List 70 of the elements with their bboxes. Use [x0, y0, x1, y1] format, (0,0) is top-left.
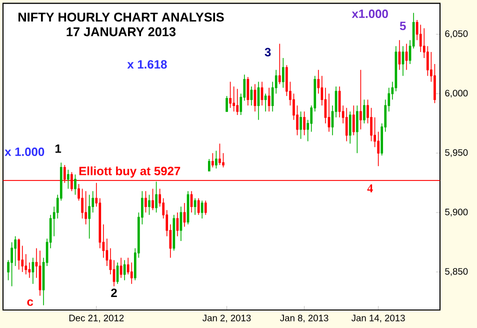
candlestick	[172, 214, 176, 251]
y-tick-label: 5,900	[445, 208, 468, 216]
candlestick	[200, 200, 204, 219]
candlestick	[32, 257, 34, 284]
candlestick	[226, 96, 228, 112]
candlestick	[176, 212, 179, 237]
candlestick	[257, 81, 260, 120]
annotation: 5	[400, 22, 406, 30]
candlestick	[18, 238, 20, 270]
annotation: 4	[367, 184, 373, 192]
candlestick	[402, 46, 404, 76]
candlestick	[148, 194, 150, 216]
candlestick	[155, 181, 158, 213]
candlestick	[250, 86, 253, 106]
candlestick	[345, 108, 348, 142]
candlestick	[236, 88, 239, 116]
candlestick	[120, 257, 122, 278]
candlestick	[144, 190, 147, 213]
candlestick	[356, 105, 358, 154]
candlestick	[405, 43, 408, 70]
candlestick	[88, 194, 91, 240]
candlestick	[123, 260, 126, 281]
candlestick	[363, 99, 366, 124]
text: NIFTY HOURLY CHART ANALYSIS	[18, 12, 224, 22]
x-tick-label: Jan 14, 2013	[351, 314, 405, 322]
candlestick	[152, 188, 154, 211]
candlestick	[282, 58, 284, 88]
annotation: x 1.000	[4, 148, 44, 156]
y-tick-label: 5,850	[445, 268, 468, 276]
x-tick-label: Jan 2, 2013	[202, 314, 251, 322]
y-tick-label: 6,000	[445, 90, 468, 98]
candlestick	[398, 40, 401, 70]
candlestick	[194, 198, 196, 216]
candlestick	[268, 87, 270, 112]
candlestick	[197, 198, 200, 216]
annotation: c	[27, 299, 34, 306]
candlestick	[260, 81, 264, 106]
candlestick	[352, 105, 355, 136]
annotation: x1.000	[352, 10, 388, 18]
candlestick	[218, 143, 221, 166]
candlestick	[38, 250, 42, 296]
candlestick	[212, 152, 214, 168]
candlestick	[215, 150, 218, 169]
candlestick	[300, 111, 302, 140]
candlestick	[229, 81, 232, 108]
candlestick	[264, 93, 267, 112]
candlestick	[180, 206, 182, 242]
candlestick	[67, 169, 70, 190]
candlestick	[204, 200, 207, 216]
candlestick	[278, 43, 281, 85]
candlestick	[303, 111, 306, 136]
candlestick	[190, 190, 193, 213]
candlestick	[232, 86, 236, 112]
annotation: 2	[111, 288, 117, 297]
candlestick	[183, 202, 186, 228]
y-tick-label: 5,950	[445, 149, 468, 157]
candlestick	[348, 111, 352, 144]
candlestick	[74, 174, 76, 196]
text: 17 JANUARY 2013	[66, 27, 176, 36]
candlestick	[208, 158, 210, 172]
candlestick	[360, 69, 362, 130]
annotation: 1	[55, 144, 62, 153]
x-tick-label: Dec 21, 2012	[69, 314, 124, 322]
candlestick	[254, 84, 256, 112]
x-tick-label: Jan 8, 2013	[280, 314, 328, 322]
ref-line-label: Elliott buy at 5927	[79, 166, 180, 178]
y-tick-label: 6,050	[445, 30, 468, 38]
annotation: 3	[264, 48, 271, 56]
annotation: x 1.618	[127, 60, 167, 69]
candlestick	[84, 190, 87, 225]
